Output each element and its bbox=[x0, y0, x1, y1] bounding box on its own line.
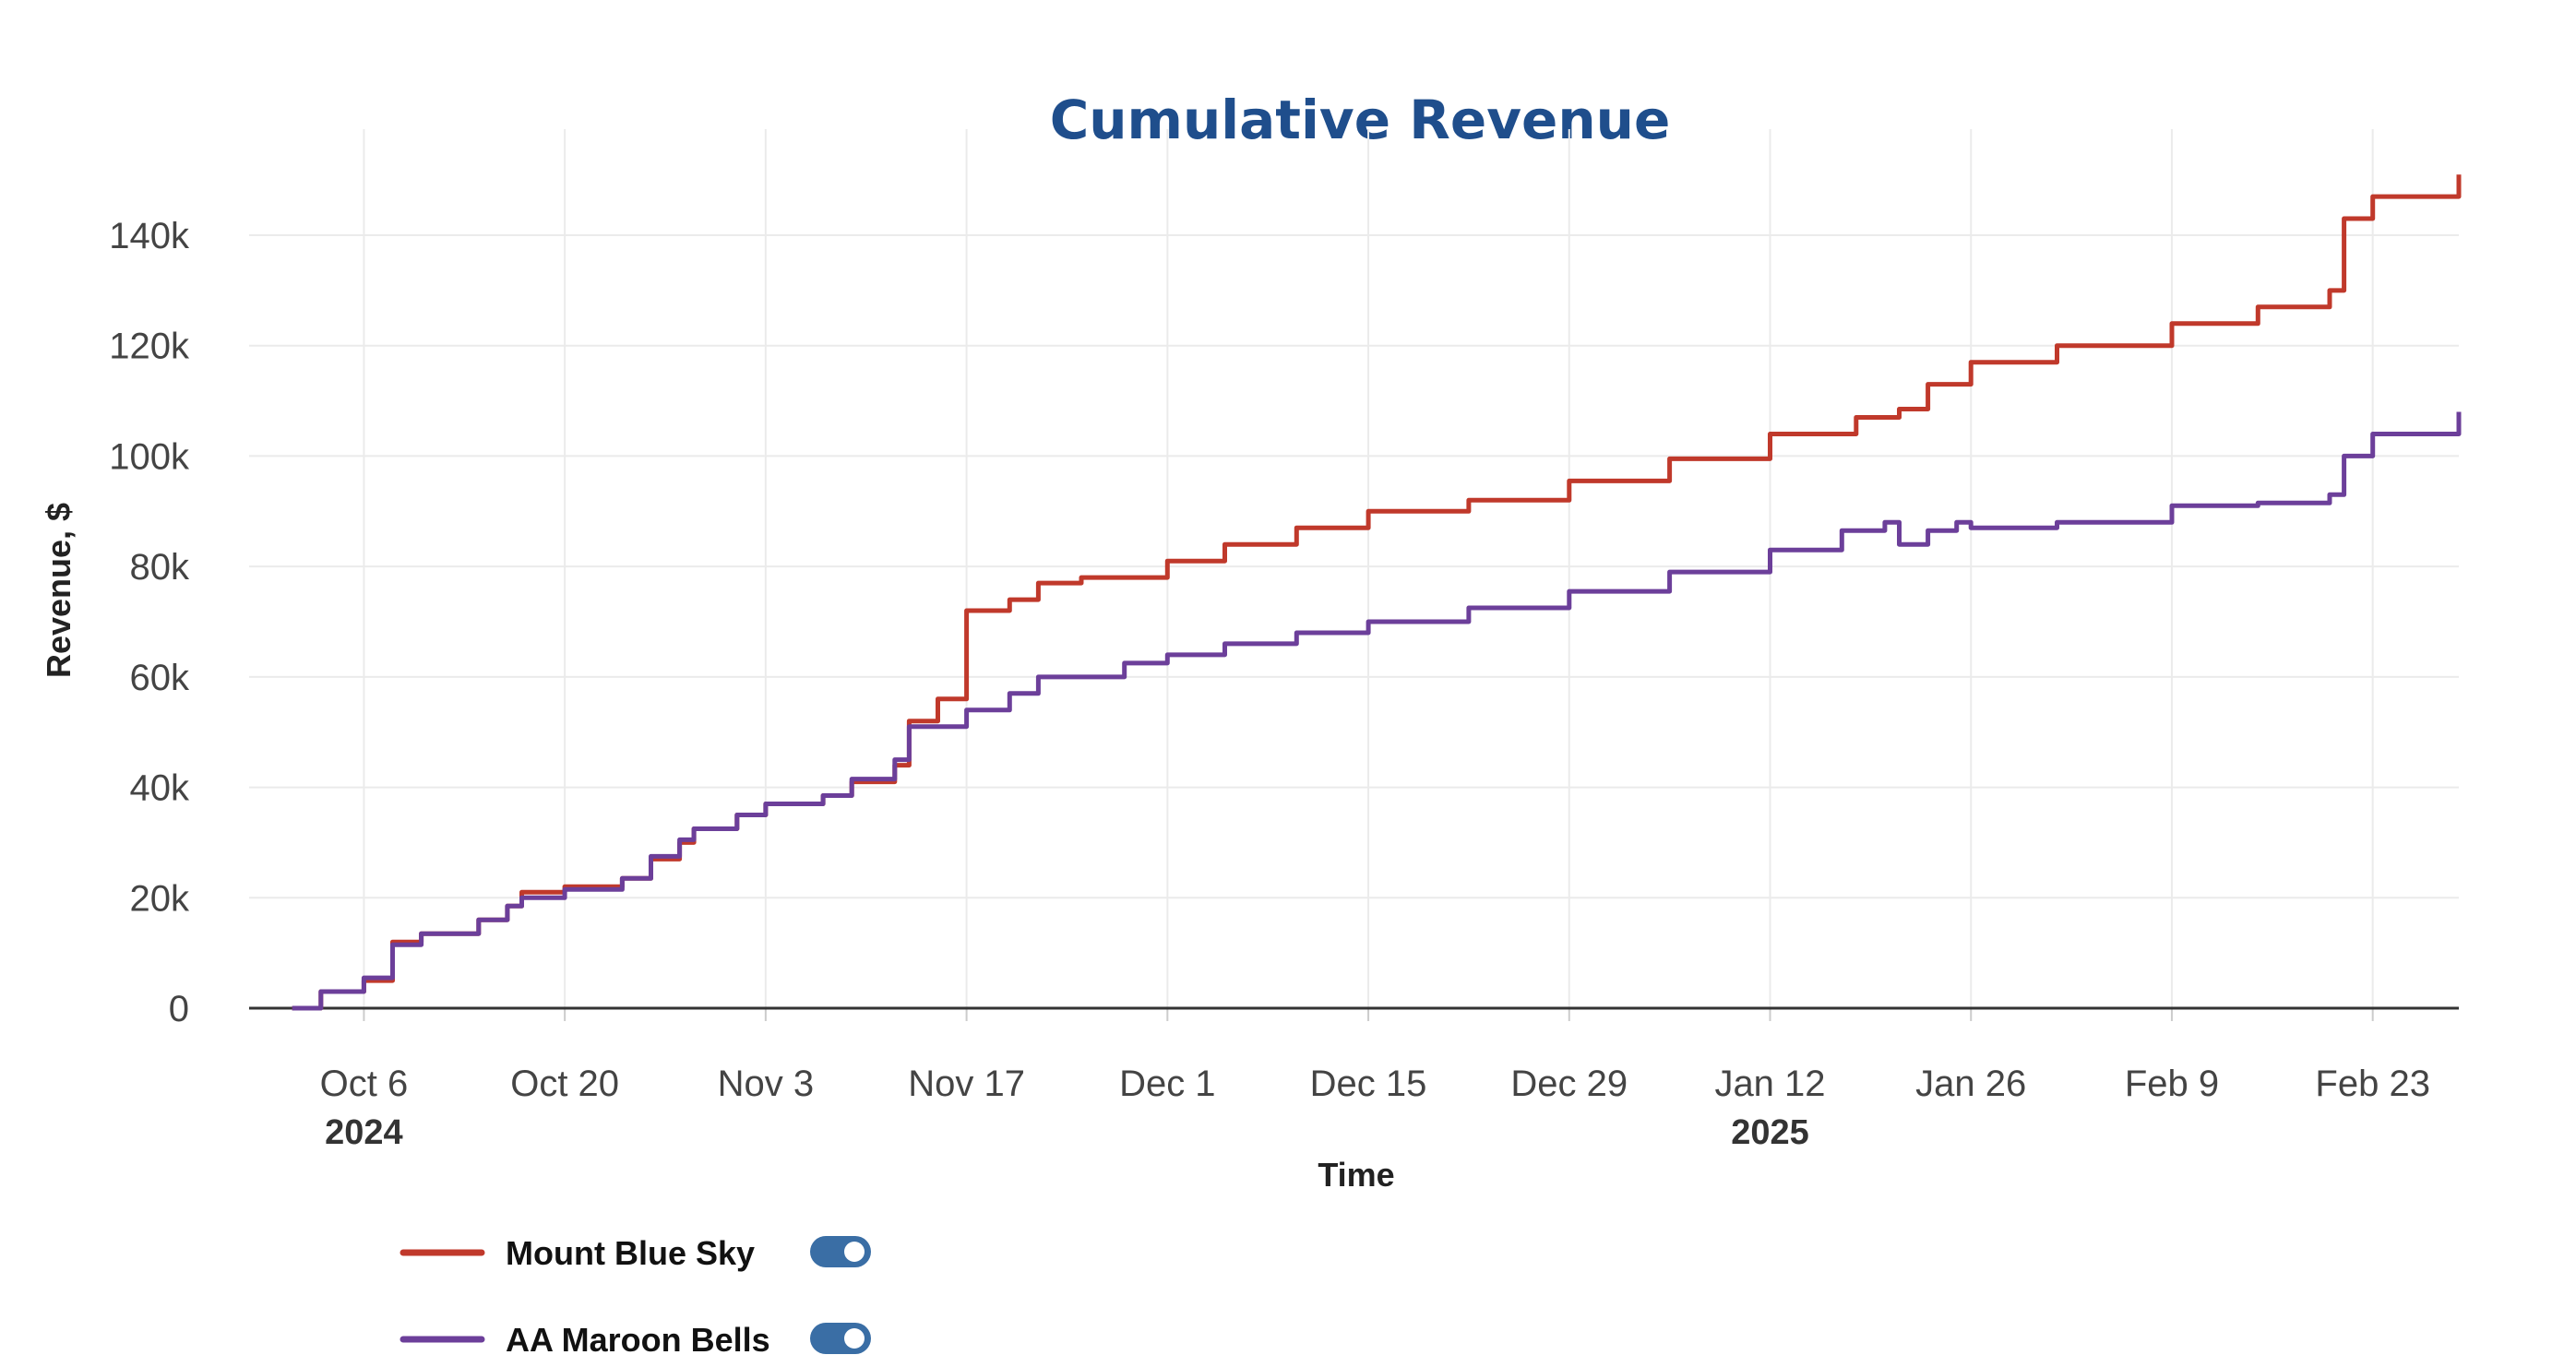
x-tick-label: Nov 17 bbox=[908, 1064, 1025, 1104]
y-tick-label: 80k bbox=[130, 547, 190, 588]
y-axis-ticks: 0 20k 40k 60k 80k 100k 120k 140k bbox=[109, 216, 190, 1029]
x-tick-label: Jan 12 bbox=[1714, 1064, 1825, 1104]
year-label: 2024 bbox=[325, 1113, 403, 1152]
year-label: 2025 bbox=[1731, 1113, 1809, 1152]
chart-title: Cumulative Revenue bbox=[1050, 89, 1671, 151]
toggle-knob[interactable] bbox=[844, 1328, 865, 1349]
y-tick-label: 120k bbox=[109, 327, 190, 367]
y-tick-label: 0 bbox=[169, 989, 189, 1029]
x-tick-label: Dec 1 bbox=[1119, 1064, 1216, 1104]
y-tick-label: 60k bbox=[130, 658, 190, 698]
legend-item[interactable]: Mount Blue Sky bbox=[400, 1234, 871, 1272]
legend-label: AA Maroon Bells bbox=[506, 1321, 770, 1355]
x-tick-label: Dec 15 bbox=[1310, 1064, 1427, 1104]
y-tick-label: 100k bbox=[109, 436, 190, 477]
x-tick-label: Oct 6 bbox=[320, 1064, 409, 1104]
toggle-knob[interactable] bbox=[844, 1242, 865, 1262]
x-tick-label: Feb 23 bbox=[2315, 1064, 2430, 1104]
y-tick-label: 20k bbox=[130, 878, 190, 919]
x-tick-label: Jan 26 bbox=[1915, 1064, 2026, 1104]
y-tick-label: 140k bbox=[109, 216, 190, 256]
legend-label: Mount Blue Sky bbox=[506, 1234, 755, 1272]
x-tick-label: Dec 29 bbox=[1510, 1064, 1628, 1104]
x-tick-label: Feb 9 bbox=[2125, 1064, 2219, 1104]
x-axis-label: Time bbox=[1318, 1156, 1394, 1194]
x-tick-label: Oct 20 bbox=[510, 1064, 619, 1104]
x-tick-label: Nov 3 bbox=[718, 1064, 815, 1104]
y-tick-label: 40k bbox=[130, 768, 190, 809]
legend-toggle[interactable] bbox=[810, 1323, 871, 1354]
series-line-1 bbox=[292, 411, 2462, 1011]
y-axis-label: Revenue, $ bbox=[40, 503, 78, 678]
series-line-0 bbox=[292, 174, 2462, 1011]
legend-toggle[interactable] bbox=[810, 1236, 871, 1267]
legend: Mount Blue Sky AA Maroon Bells bbox=[400, 1234, 871, 1355]
x-axis-ticks: Oct 6 Oct 20 Nov 3 Nov 17 Dec 1 Dec 15 Dec 29 J… bbox=[320, 1064, 2430, 1152]
series-lines bbox=[292, 174, 2462, 1011]
legend-item[interactable]: AA Maroon Bells bbox=[400, 1321, 871, 1355]
grid bbox=[249, 129, 2459, 1021]
